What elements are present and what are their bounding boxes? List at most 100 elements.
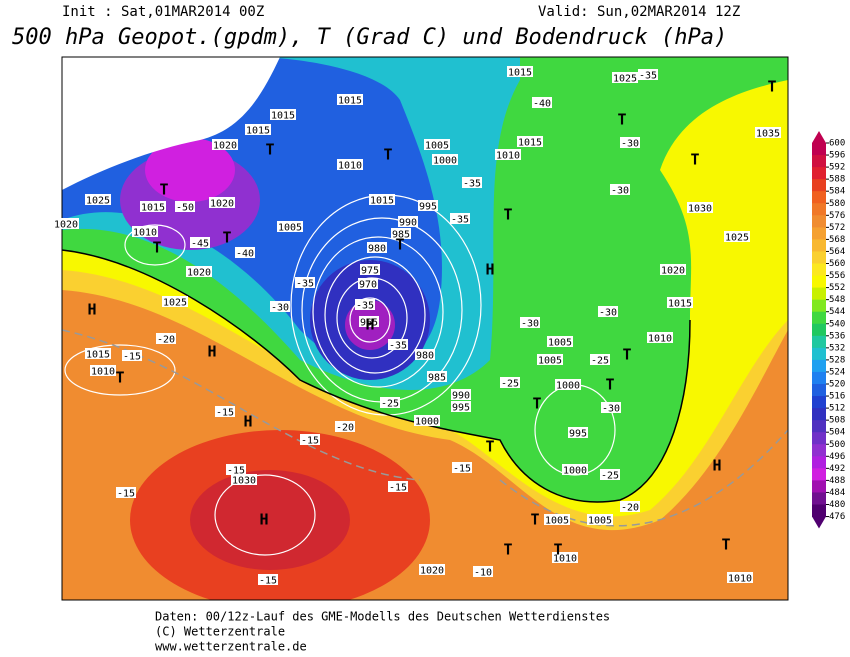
high-marker: H (243, 413, 252, 431)
colorbar-label: 516 (829, 392, 845, 402)
contour-label: 1005 (278, 223, 302, 234)
contour-label: -35 (463, 179, 481, 190)
colorbar-bin (812, 143, 826, 156)
low-marker: T (532, 395, 541, 413)
label-box (367, 242, 387, 253)
contour-label: 990 (452, 391, 470, 402)
contour-label: -15 (301, 436, 319, 447)
colorbar-bin (812, 167, 826, 180)
contour-label: -35 (639, 71, 657, 82)
contour-label: 1020 (661, 266, 685, 277)
label-box (398, 216, 418, 227)
contour-label: 1015 (271, 111, 295, 122)
colorbar-label: 528 (829, 355, 845, 365)
label-box (190, 237, 210, 248)
low-marker: T (605, 376, 614, 394)
contour-label: 1000 (415, 417, 439, 428)
contour-label: -35 (296, 279, 314, 290)
label-box (537, 354, 563, 365)
contour-label: 1015 (141, 203, 165, 214)
label-box (620, 137, 640, 148)
label-box (156, 333, 176, 344)
colorbar-bin (812, 468, 826, 481)
colorbar-bin (812, 347, 826, 361)
contour-label: 1010 (728, 574, 752, 585)
colorbar-bin (812, 420, 826, 433)
low-marker: T (690, 151, 699, 169)
colorbar-label: 580 (829, 199, 845, 209)
contour-label: -30 (271, 303, 289, 314)
colorbar-label: 560 (829, 259, 845, 269)
label-box (122, 350, 142, 361)
contour-label: 995 (419, 202, 437, 213)
colorbar-bin (812, 444, 826, 457)
contour-label: -35 (451, 215, 469, 226)
colorbar-bin (812, 492, 826, 505)
label-box (270, 109, 296, 120)
contour-label: 1025 (725, 233, 749, 244)
colorbar-bin (812, 456, 826, 469)
label-box (226, 464, 246, 475)
contour-label: 985 (392, 230, 410, 241)
colorbar-label: 600 (829, 139, 845, 149)
colorbar-label: 540 (829, 319, 845, 329)
low-marker: T (265, 141, 274, 159)
label-box (520, 317, 540, 328)
contour-label: -25 (601, 471, 619, 482)
contour-label: 1015 (518, 138, 542, 149)
label-box (568, 427, 588, 438)
colorbar-bin (812, 155, 826, 168)
colorbar-label: 552 (829, 283, 845, 293)
colorbar-bin (812, 323, 826, 337)
colorbar-bin (812, 227, 826, 240)
footer-line: www.wetterzentrale.de (155, 640, 307, 654)
colorbar-label: 512 (829, 404, 845, 414)
contour-label: 1000 (563, 466, 587, 477)
contour-label: 1000 (433, 156, 457, 167)
label-box (85, 194, 111, 205)
low-marker: T (617, 111, 626, 129)
label-box (418, 200, 438, 211)
contour-label: -15 (227, 466, 245, 477)
colorbar-bin (812, 432, 826, 445)
contour-label: -25 (501, 379, 519, 390)
contour-label: 1015 (508, 68, 532, 79)
contour-label: 995 (569, 429, 587, 440)
label-box (638, 69, 658, 80)
colorbar-label: 492 (829, 464, 845, 474)
colorbar-label: 596 (829, 151, 845, 161)
label-box (562, 464, 588, 475)
label-box (612, 72, 638, 83)
colorbar-bin (812, 275, 826, 289)
contour-label: -40 (533, 99, 551, 110)
colorbar-bin (812, 480, 826, 493)
colorbar-bin (812, 203, 826, 216)
contour-label: 1025 (613, 74, 637, 85)
contour-label: 1010 (553, 554, 577, 565)
label-box (473, 566, 493, 577)
colorbar-label: 496 (829, 452, 845, 462)
contour-label: 1000 (556, 381, 580, 392)
label-box (209, 197, 235, 208)
label-box (424, 139, 450, 150)
colorbar-bin (812, 263, 826, 277)
contour-label: 1005 (548, 338, 572, 349)
contour-label: -15 (259, 576, 277, 587)
label-box (369, 194, 395, 205)
low-marker: T (159, 181, 168, 199)
label-box (337, 159, 363, 170)
contour-label: 1010 (338, 161, 362, 172)
colorbar-bin (812, 396, 826, 409)
contour-label: 1010 (496, 151, 520, 162)
colorbar-bin (812, 251, 826, 264)
low-marker: T (115, 369, 124, 387)
contour-label: 1015 (668, 299, 692, 310)
contour-label: 1005 (545, 516, 569, 527)
label-box (355, 299, 375, 310)
contour-label: -20 (157, 335, 175, 346)
contour-label: 990 (399, 218, 417, 229)
label-box (380, 397, 400, 408)
contour-label: 1025 (86, 196, 110, 207)
colorbar-bin (812, 287, 826, 301)
colorbar-label: 484 (829, 488, 845, 498)
